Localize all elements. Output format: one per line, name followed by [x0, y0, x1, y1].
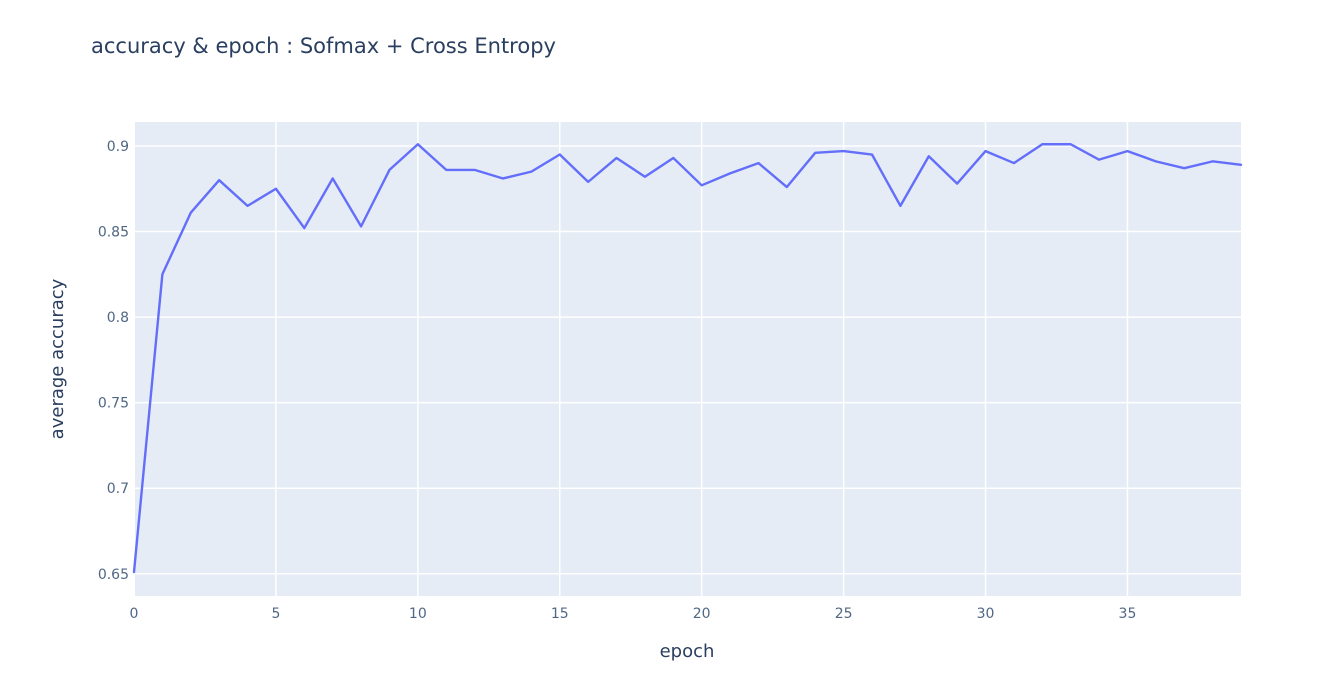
x-tick-label: 20	[693, 606, 711, 622]
x-tick-label: 25	[835, 606, 853, 622]
y-gridlines	[134, 145, 1241, 575]
series-layer	[132, 143, 1243, 574]
x-axis-title: epoch	[660, 641, 715, 662]
x-tick-label: 30	[977, 606, 995, 622]
x-gridlines	[133, 122, 1129, 596]
y-tick-label: 0.75	[98, 396, 129, 412]
series-line	[132, 143, 1243, 574]
plot-area	[134, 122, 1241, 596]
x-tick-label: 10	[409, 606, 427, 622]
y-tick-label: 0.8	[107, 310, 129, 326]
x-tick-label: 15	[551, 606, 569, 622]
x-tick-labels: 0 5 10 15 20 25 30 35	[130, 606, 1137, 622]
y-tick-label: 0.9	[107, 139, 129, 155]
y-tick-label: 0.85	[98, 225, 129, 241]
y-tick-label: 0.65	[98, 567, 129, 583]
x-tick-label: 5	[271, 606, 280, 622]
x-tick-label: 35	[1119, 606, 1137, 622]
chart-title: accuracy & epoch : Sofmax + Cross Entrop…	[91, 34, 556, 58]
y-tick-label: 0.7	[107, 481, 129, 497]
x-tick-label: 0	[130, 606, 139, 622]
y-tick-labels: 0.65 0.7 0.75 0.8 0.85 0.9	[98, 139, 129, 583]
y-axis-title: average accuracy	[47, 278, 68, 439]
